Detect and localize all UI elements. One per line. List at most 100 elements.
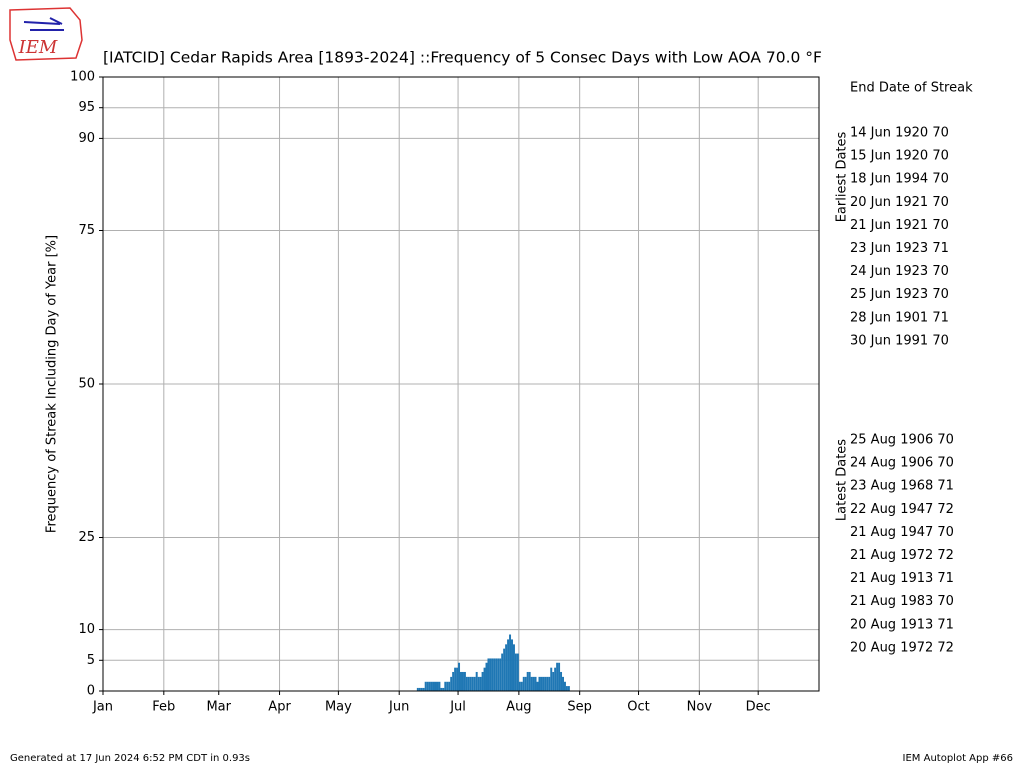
bar [487, 658, 490, 691]
latest-entry: 20 Aug 1972 72 [850, 640, 954, 655]
x-tick-label: Feb [152, 700, 175, 715]
earliest-entry: 28 Jun 1901 71 [850, 310, 949, 325]
bar [434, 681, 437, 691]
footer-left: Generated at 17 Jun 2024 6:52 PM CDT in … [10, 753, 250, 764]
bar [467, 676, 470, 691]
bar [491, 658, 494, 691]
bar [524, 676, 527, 691]
bar [507, 639, 510, 691]
bar [505, 644, 508, 691]
latest-entry: 25 Aug 1906 70 [850, 433, 954, 448]
bar [458, 662, 461, 691]
bar [501, 653, 504, 691]
latest-entry: 21 Aug 1947 70 [850, 525, 954, 540]
plot-frame [102, 76, 820, 692]
bar [550, 667, 553, 691]
bar [532, 676, 535, 691]
x-tick-label: Aug [506, 700, 531, 715]
latest-entry: 21 Aug 1972 72 [850, 548, 954, 563]
logo-outline [9, 7, 83, 61]
latest-entry: 23 Aug 1968 71 [850, 479, 954, 494]
x-tick-label: Apr [268, 700, 291, 715]
x-tick-label: Sep [567, 700, 592, 715]
bar [479, 676, 482, 691]
bar [497, 658, 500, 691]
bar [536, 681, 539, 691]
bar [448, 681, 451, 691]
bar [461, 671, 464, 691]
bar [450, 676, 453, 691]
latest-entry: 22 Aug 1947 72 [850, 502, 954, 517]
bar [511, 639, 513, 691]
bar [538, 676, 541, 691]
bar [546, 676, 549, 691]
bar [485, 662, 488, 691]
earliest-entry: 21 Jun 1921 70 [850, 218, 949, 233]
bar [503, 648, 506, 691]
y-tick-label: 75 [78, 223, 95, 238]
latest-label: Latest Dates [835, 439, 850, 521]
x-tick-label: Jun [388, 700, 409, 715]
bar [556, 662, 559, 691]
y-tick-label: 25 [78, 530, 95, 545]
bar [422, 687, 425, 691]
bar [424, 681, 427, 691]
bar [558, 662, 561, 691]
bar [473, 676, 476, 691]
bar [428, 681, 431, 691]
latest-entry: 20 Aug 1913 71 [850, 617, 954, 632]
bar [481, 671, 484, 691]
y-tick-label: 0 [87, 684, 95, 699]
footer-right: IEM Autoplot App #66 [903, 753, 1013, 764]
x-tick-label: Jul [449, 700, 466, 715]
earliest-entry: 20 Jun 1921 70 [850, 195, 949, 210]
bar [514, 653, 517, 691]
bar [563, 681, 566, 691]
logo-icon [23, 17, 64, 31]
bar [471, 676, 474, 691]
earliest-entry: 24 Jun 1923 70 [850, 264, 949, 279]
bar [544, 676, 547, 691]
earliest-entry: 18 Jun 1994 70 [850, 172, 949, 187]
bar [520, 681, 523, 691]
bar [540, 676, 543, 691]
bar [562, 676, 564, 691]
bar [426, 681, 429, 691]
bar [477, 676, 480, 691]
y-tick-label: 90 [78, 131, 95, 146]
bar [416, 687, 419, 691]
bar [552, 671, 555, 691]
bar [463, 671, 466, 691]
side-title: End Date of Streak [850, 81, 973, 96]
bar [509, 634, 512, 691]
bar [530, 676, 533, 691]
bar [516, 653, 519, 691]
bar [436, 681, 439, 691]
bar [499, 658, 502, 691]
bar [567, 686, 570, 691]
chart-title: [IATCID] Cedar Rapids Area [1893-2024] :… [103, 49, 822, 67]
bar [430, 681, 433, 691]
bar [442, 687, 445, 691]
bar [438, 681, 441, 691]
bar [565, 686, 568, 691]
y-tick-label: 95 [78, 100, 95, 115]
bar [528, 671, 531, 691]
bar [512, 644, 515, 691]
earliest-entry: 14 Jun 1920 70 [850, 126, 949, 141]
y-tick-label: 50 [78, 377, 95, 392]
earliest-entry: 15 Jun 1920 70 [850, 149, 949, 164]
x-tick-label: Dec [746, 700, 771, 715]
bar [548, 676, 551, 691]
bar [432, 681, 435, 691]
y-tick-label: 5 [87, 653, 95, 668]
bar [452, 671, 455, 691]
earliest-entry: 23 Jun 1923 71 [850, 241, 949, 256]
earliest-entry: 30 Jun 1991 70 [850, 333, 949, 348]
bar [420, 687, 423, 691]
bar [444, 681, 447, 691]
bar [418, 687, 421, 691]
y-tick-label: 10 [78, 622, 95, 637]
